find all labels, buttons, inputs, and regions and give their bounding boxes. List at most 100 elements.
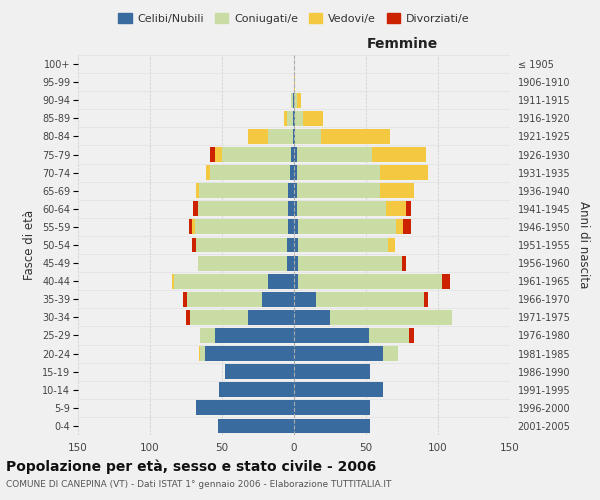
Bar <box>190 310 248 325</box>
Bar <box>197 202 288 216</box>
Bar <box>295 129 322 144</box>
Bar <box>406 202 410 216</box>
Bar <box>215 147 222 162</box>
Bar <box>262 292 294 306</box>
Bar <box>396 220 403 234</box>
Bar <box>219 382 294 397</box>
Bar <box>424 292 428 306</box>
Bar <box>294 418 370 434</box>
Bar <box>298 274 442 288</box>
Bar <box>383 346 398 361</box>
Bar <box>316 292 424 306</box>
Bar <box>288 202 294 216</box>
Bar <box>215 328 294 343</box>
Bar <box>402 256 406 270</box>
Bar <box>294 328 369 343</box>
Bar <box>388 238 395 252</box>
Bar <box>293 129 294 144</box>
Bar <box>268 129 293 144</box>
Bar <box>372 147 427 162</box>
Bar <box>302 111 323 126</box>
Bar <box>442 274 449 288</box>
Bar <box>192 220 194 234</box>
Bar <box>403 220 410 234</box>
Bar <box>294 364 370 379</box>
Bar <box>290 165 294 180</box>
Bar <box>200 328 215 343</box>
Bar <box>294 238 298 252</box>
Bar <box>287 256 294 270</box>
Bar <box>297 147 372 162</box>
Bar <box>287 238 294 252</box>
Bar <box>298 238 388 252</box>
Bar <box>294 147 297 162</box>
Bar <box>294 165 297 180</box>
Bar <box>294 256 298 270</box>
Bar <box>294 220 298 234</box>
Bar <box>330 310 452 325</box>
Bar <box>293 111 294 126</box>
Bar <box>380 184 413 198</box>
Bar <box>248 310 294 325</box>
Bar <box>294 74 295 90</box>
Bar <box>294 382 383 397</box>
Bar <box>297 184 380 198</box>
Text: Femmine: Femmine <box>367 37 437 51</box>
Bar <box>294 202 297 216</box>
Bar <box>187 292 262 306</box>
Bar <box>297 93 301 108</box>
Bar <box>189 220 192 234</box>
Bar <box>225 364 294 379</box>
Bar <box>248 129 268 144</box>
Bar <box>298 220 396 234</box>
Bar <box>294 129 295 144</box>
Bar <box>211 165 290 180</box>
Bar <box>409 328 413 343</box>
Bar <box>193 202 197 216</box>
Bar <box>206 165 211 180</box>
Y-axis label: Anni di nascita: Anni di nascita <box>577 202 590 288</box>
Bar <box>186 310 190 325</box>
Legend: Celibi/Nubili, Coniugati/e, Vedovi/e, Divorziati/e: Celibi/Nubili, Coniugati/e, Vedovi/e, Di… <box>114 9 474 29</box>
Bar <box>294 400 370 415</box>
Bar <box>322 129 391 144</box>
Bar <box>294 274 298 288</box>
Bar <box>197 256 287 270</box>
Bar <box>192 238 196 252</box>
Bar <box>196 184 199 198</box>
Bar <box>284 111 287 126</box>
Text: Popolazione per età, sesso e stato civile - 2006: Popolazione per età, sesso e stato civil… <box>6 460 376 474</box>
Bar <box>194 220 288 234</box>
Bar <box>222 147 291 162</box>
Bar <box>294 346 383 361</box>
Bar <box>294 292 316 306</box>
Bar <box>196 238 287 252</box>
Bar <box>172 274 175 288</box>
Bar <box>199 184 288 198</box>
Bar <box>294 310 330 325</box>
Bar <box>369 328 409 343</box>
Bar <box>294 111 295 126</box>
Bar <box>268 274 294 288</box>
Bar <box>293 93 294 108</box>
Bar <box>295 111 302 126</box>
Bar <box>200 346 205 361</box>
Bar <box>380 165 428 180</box>
Bar <box>294 93 297 108</box>
Bar <box>288 220 294 234</box>
Bar <box>291 147 294 162</box>
Bar <box>287 111 293 126</box>
Bar <box>291 93 293 108</box>
Text: COMUNE DI CANEPINA (VT) - Dati ISTAT 1° gennaio 2006 - Elaborazione TUTTITALIA.I: COMUNE DI CANEPINA (VT) - Dati ISTAT 1° … <box>6 480 391 489</box>
Bar <box>298 256 402 270</box>
Bar <box>297 165 380 180</box>
Bar <box>199 346 200 361</box>
Bar <box>205 346 294 361</box>
Bar <box>386 202 406 216</box>
Bar <box>196 400 294 415</box>
Bar <box>175 274 268 288</box>
Bar <box>183 292 187 306</box>
Y-axis label: Fasce di età: Fasce di età <box>23 210 37 280</box>
Bar <box>297 202 386 216</box>
Bar <box>211 147 215 162</box>
